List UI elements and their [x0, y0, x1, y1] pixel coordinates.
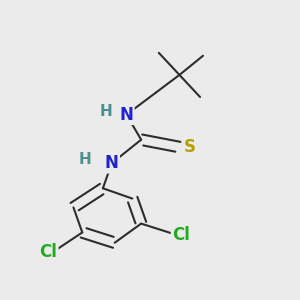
Text: Cl: Cl	[39, 243, 57, 261]
Text: N: N	[105, 154, 119, 172]
Text: H: H	[100, 104, 112, 119]
Text: N: N	[119, 106, 134, 124]
Text: Cl: Cl	[172, 226, 190, 244]
Text: S: S	[184, 138, 196, 156]
Text: H: H	[79, 152, 92, 167]
